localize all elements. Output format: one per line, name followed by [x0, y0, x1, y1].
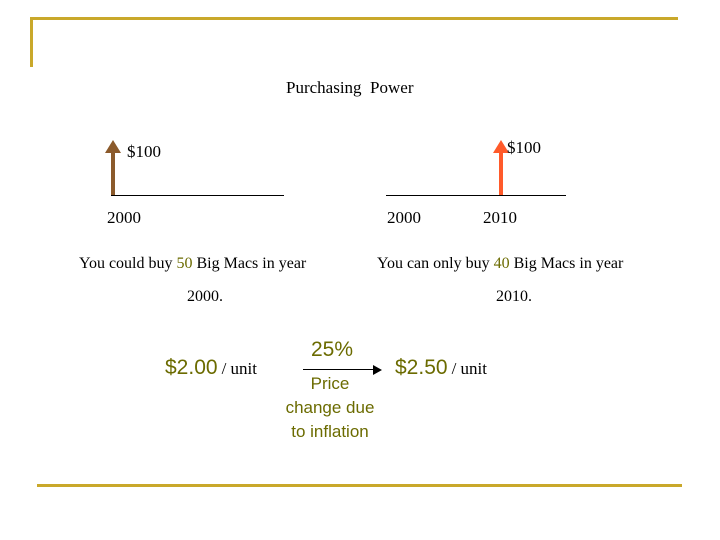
left-price: $2.00 / unit: [165, 356, 257, 380]
inflation-caption-line3: to inflation: [291, 422, 369, 441]
left-price-unit: / unit: [221, 359, 257, 378]
right-price-value: $2.50: [395, 356, 448, 379]
right-description-line1: You can only buy 40 Big Macs in year: [377, 255, 623, 273]
inflation-arrow-head: [373, 365, 382, 375]
left-timeline: [111, 195, 284, 196]
left-description-line1: You could buy 50 Big Macs in year: [79, 255, 306, 273]
left-big-mac-count: 50: [176, 255, 193, 272]
inflation-caption: Price change due to inflation: [278, 372, 382, 444]
right-big-mac-count: 40: [493, 255, 510, 272]
right-desc-before: You can only buy: [377, 255, 494, 272]
right-arrow-head: [493, 140, 509, 153]
inflation-arrow-shaft: [303, 369, 375, 370]
right-timeline: [386, 195, 566, 196]
left-amount: $100: [127, 142, 161, 161]
inflation-caption-line1: Price: [310, 374, 350, 393]
inflation-arrow: [303, 365, 383, 375]
left-price-value: $2.00: [165, 356, 218, 379]
left-year: 2000: [107, 208, 141, 227]
right-desc-after: Big Macs in year: [509, 255, 624, 272]
left-arrow-head: [105, 140, 121, 153]
right-year-end: 2010: [483, 208, 517, 227]
right-price: $2.50 / unit: [395, 356, 487, 380]
slide-title: Purchasing Power: [286, 78, 414, 97]
right-description-line2: 2010.: [496, 288, 532, 305]
left-arrow-shaft: [111, 152, 115, 196]
right-year-start: 2000: [387, 208, 421, 227]
left-desc-before: You could buy: [79, 255, 177, 272]
frame-left-line: [30, 17, 33, 67]
inflation-caption-line2: change due: [285, 398, 375, 417]
inflation-percent: 25%: [311, 338, 354, 361]
frame-top-line: [30, 17, 678, 20]
frame-bottom-line: [37, 484, 682, 487]
right-amount: $100: [507, 138, 541, 157]
left-description-line2: 2000.: [187, 288, 223, 305]
right-arrow-shaft: [499, 152, 503, 196]
left-desc-after: Big Macs in year: [192, 255, 307, 272]
right-price-unit: / unit: [451, 359, 487, 378]
